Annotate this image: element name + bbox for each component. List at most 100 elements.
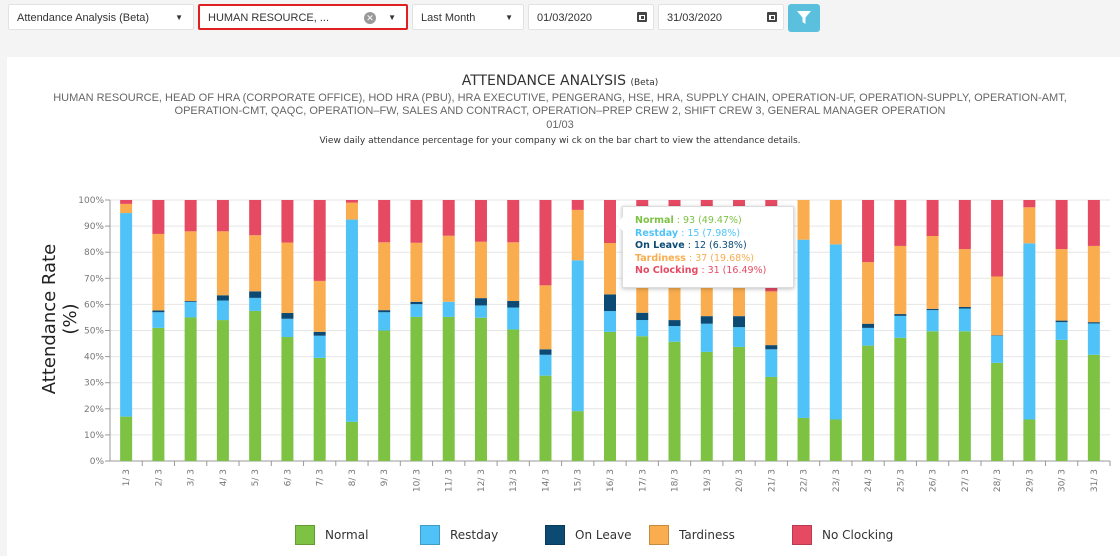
bar-segment-tardiness[interactable] [539,285,552,350]
bar-segment-no-clocking[interactable] [1055,200,1068,250]
bar-segment-no-clocking[interactable] [120,200,133,204]
bar-segment-restday[interactable] [120,213,133,417]
bar-segment-restday[interactable] [281,318,294,338]
bar-segment-tardiness[interactable] [829,200,842,245]
bar-segment-no-clocking[interactable] [216,200,229,232]
bar-segment-normal[interactable] [991,362,1004,461]
bar-segment-normal[interactable] [410,316,423,461]
bar-segment-restday[interactable] [926,310,939,332]
legend-item-restday[interactable]: Restday [420,525,498,545]
bar-segment-tardiness[interactable] [378,242,391,311]
bar-segment-normal[interactable] [442,316,455,461]
bar-segment-normal[interactable] [216,320,229,461]
bar-segment-restday[interactable] [700,323,713,352]
bar-segment-on-leave[interactable] [249,291,262,298]
bar-segment-tardiness[interactable] [507,242,520,302]
bar-segment-restday[interactable] [1055,322,1068,340]
bar-segment-restday[interactable] [313,335,326,358]
bar-segment-normal[interactable] [249,310,262,461]
bar-segment-on-leave[interactable] [765,345,778,350]
bar-segment-tardiness[interactable] [765,291,778,346]
bar-segment-normal[interactable] [862,345,875,461]
bar-segment-restday[interactable] [507,307,520,330]
bar-segment-no-clocking[interactable] [345,200,358,203]
bar-segment-on-leave[interactable] [539,349,552,355]
bar-segment-tardiness[interactable] [474,241,487,299]
bar-segment-restday[interactable] [765,349,778,377]
bar-segment-normal[interactable] [152,327,165,461]
bar-segment-normal[interactable] [507,329,520,461]
bar-segment-tardiness[interactable] [152,233,165,311]
bar-segment-on-leave[interactable] [281,313,294,319]
bar-segment-on-leave[interactable] [991,335,1004,336]
department-select[interactable]: HUMAN RESOURCE, ... ✕ ▼ [198,4,408,30]
bar-segment-normal[interactable] [765,376,778,461]
bar-segment-no-clocking[interactable] [410,200,423,243]
bar-segment-tardiness[interactable] [281,242,294,314]
bar-segment-normal[interactable] [1055,339,1068,461]
bar-segment-on-leave[interactable] [733,316,746,328]
bar-segment-restday[interactable] [991,335,1004,363]
bar-segment-tardiness[interactable] [1023,207,1036,244]
bar-segment-no-clocking[interactable] [991,200,1004,277]
bar-segment-no-clocking[interactable] [442,200,455,236]
bar-segment-on-leave[interactable] [636,312,649,321]
calendar-icon[interactable] [767,12,777,22]
bar-segment-restday[interactable] [894,315,907,338]
bar-segment-no-clocking[interactable] [249,200,262,236]
bar-segment-normal[interactable] [184,317,197,461]
bar-segment-no-clocking[interactable] [571,200,584,210]
bar-segment-on-leave[interactable] [604,294,616,312]
bar-segment-tardiness[interactable] [442,235,455,302]
bar-segment-restday[interactable] [604,311,616,332]
calendar-icon[interactable] [637,12,647,22]
bar-segment-on-leave[interactable] [1087,322,1100,324]
bar-segment-tardiness[interactable] [797,200,810,240]
bar-segment-normal[interactable] [700,351,713,461]
bar-segment-no-clocking[interactable] [958,200,971,250]
bar-segment-tardiness[interactable] [604,243,616,295]
legend-item-no-clocking[interactable]: No Clocking [792,525,893,545]
bar-segment-tardiness[interactable] [958,249,971,308]
bar-segment-restday[interactable] [249,297,262,311]
bar-segment-on-leave[interactable] [313,331,326,336]
bar-segment-on-leave[interactable] [474,298,487,306]
legend-item-normal[interactable]: Normal [295,525,368,545]
bar-segment-normal[interactable] [539,375,552,461]
bar-segment-restday[interactable] [378,312,391,331]
bar-segment-on-leave[interactable] [378,310,391,313]
bar-segment-no-clocking[interactable] [862,200,875,263]
bar-segment-no-clocking[interactable] [378,200,391,243]
bar-segment-restday[interactable] [958,308,971,332]
bar-segment-tardiness[interactable] [249,235,262,292]
bar-segment-normal[interactable] [378,330,391,462]
bar-segment-tardiness[interactable] [926,236,939,309]
bar-segment-restday[interactable] [410,304,423,317]
bar-segment-restday[interactable] [1023,243,1036,420]
bar-segment-restday[interactable] [539,354,552,376]
bar-segment-restday[interactable] [636,320,649,337]
bar-segment-normal[interactable] [313,357,326,461]
bar-segment-restday[interactable] [442,301,455,317]
bar-segment-normal[interactable] [636,336,649,461]
bar-segment-no-clocking[interactable] [604,200,616,244]
bar-segment-tardiness[interactable] [894,245,907,315]
bar-segment-no-clocking[interactable] [313,200,326,281]
bar-segment-restday[interactable] [829,244,842,420]
bar-segment-on-leave[interactable] [410,301,423,305]
bar-segment-on-leave[interactable] [958,307,971,309]
bar-segment-normal[interactable] [281,337,294,461]
bar-segment-tardiness[interactable] [345,202,358,220]
bar-segment-tardiness[interactable] [1055,249,1068,321]
bar-segment-tardiness[interactable] [991,276,1004,336]
bar-segment-on-leave[interactable] [507,301,520,308]
bar-segment-on-leave[interactable] [1055,320,1068,323]
legend-item-on-leave[interactable]: On Leave [545,525,632,545]
bar-segment-on-leave[interactable] [862,323,875,328]
bar-segment-normal[interactable] [604,331,616,461]
bar-segment-normal[interactable] [958,331,971,461]
clear-icon[interactable]: ✕ [364,12,376,24]
bar-segment-on-leave[interactable] [894,314,907,316]
bar-segment-restday[interactable] [345,219,358,422]
bar-segment-normal[interactable] [1087,354,1100,461]
